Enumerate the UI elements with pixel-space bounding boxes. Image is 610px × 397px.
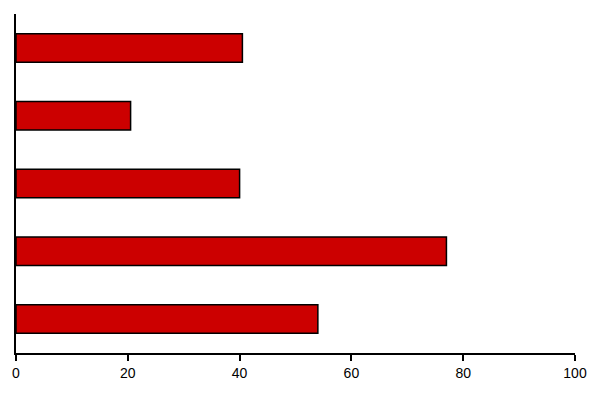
svg-text:100: 100 (563, 365, 587, 381)
svg-text:60: 60 (344, 365, 360, 381)
svg-text:40: 40 (232, 365, 248, 381)
svg-text:20: 20 (120, 365, 136, 381)
svg-text:0: 0 (12, 365, 20, 381)
svg-text:80: 80 (455, 365, 471, 381)
